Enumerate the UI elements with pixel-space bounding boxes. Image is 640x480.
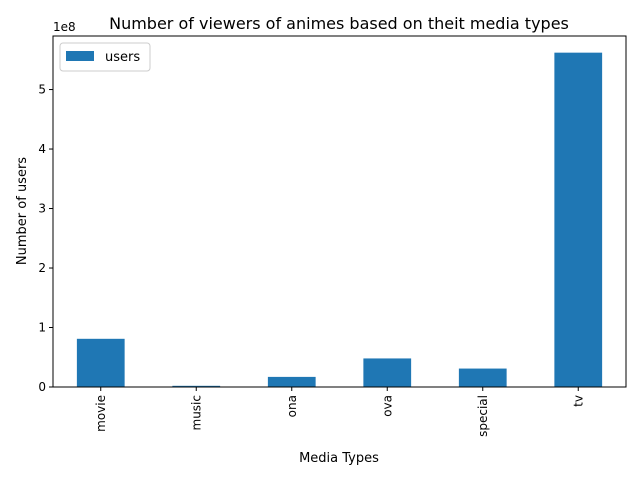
legend-swatch-users: [66, 51, 94, 61]
y-axis-ticks: 0 1 2 3 4 5: [38, 83, 53, 394]
y-tick-label: 5: [38, 83, 46, 97]
legend-box: [59, 42, 151, 72]
bar-music: [172, 385, 221, 387]
bar-special: [458, 368, 507, 387]
x-tick-label-ona: ona: [285, 395, 299, 417]
chart-title: Number of viewers of animes based on the…: [109, 14, 569, 33]
y-tick-label: 4: [38, 142, 46, 156]
plot-frame: [52, 35, 627, 388]
y-tick-label: 2: [38, 261, 46, 275]
x-tick-label-movie: movie: [94, 395, 108, 432]
x-axis-label: Media Types: [299, 451, 379, 466]
bar-movie: [76, 338, 125, 387]
y-axis-label: Number of users: [15, 157, 30, 265]
y-tick-label: 1: [38, 321, 46, 335]
legend-label-users: users: [105, 50, 140, 65]
x-tick-label-music: music: [189, 395, 203, 430]
bar-ova: [363, 358, 412, 387]
y-tick-label: 0: [38, 380, 46, 394]
x-axis-ticks: movie music ona ova special tv: [94, 387, 585, 437]
bars-group: [76, 52, 603, 387]
bar-ona: [267, 376, 316, 387]
y-offset-label: 1e8: [53, 20, 76, 34]
x-tick-label-tv: tv: [571, 395, 585, 407]
x-tick-label-special: special: [476, 395, 490, 437]
bar-tv: [554, 52, 603, 387]
x-tick-label-ova: ova: [380, 395, 394, 417]
y-tick-label: 3: [38, 202, 46, 216]
legend: users: [59, 42, 151, 72]
